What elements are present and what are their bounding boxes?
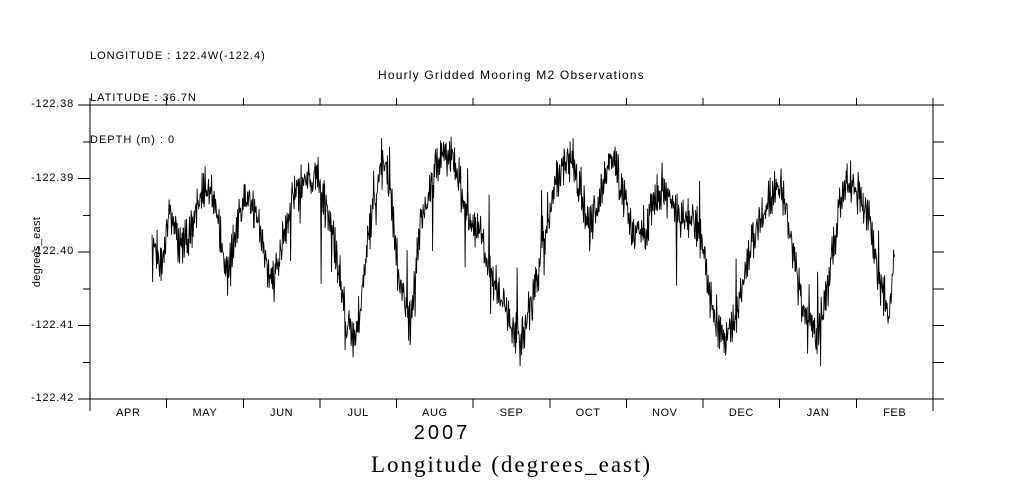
x-tick-label: AUG <box>422 407 448 419</box>
x-tick-label: JUN <box>269 407 294 419</box>
chart-title: Hourly Gridded Mooring M2 Observations <box>377 68 646 82</box>
y-tick-label: -122.40 <box>31 245 74 257</box>
y-tick-label: -122.39 <box>31 171 74 184</box>
x-tick-label: APR <box>116 407 141 419</box>
x-axis-year-label: 2007 <box>413 422 471 444</box>
x-tick-label: NOV <box>651 407 678 419</box>
x-tick-label: MAY <box>192 407 218 419</box>
header-info: LONGITUDE : 122.4W(-122.4) LATITUDE : 36… <box>90 21 266 175</box>
y-tick-label: -122.41 <box>31 318 74 331</box>
x-ticks <box>89 98 934 411</box>
plot-frame <box>89 104 934 400</box>
x-tick-label: JAN <box>806 407 830 419</box>
x-tick-label: SEP <box>499 407 524 419</box>
data-series-line <box>151 136 896 367</box>
x-tick-label: DEC <box>728 407 754 419</box>
figure-caption: Longitude (degrees_east) <box>370 452 653 477</box>
info-depth: DEPTH (m) : 0 <box>90 134 176 146</box>
y-ticks <box>78 104 944 400</box>
x-tick-label: FEB <box>883 407 907 419</box>
x-tick-label: OCT <box>575 407 601 419</box>
info-latitude: LATITUDE : 36.7N <box>90 92 197 104</box>
x-tick-label: JUL <box>347 407 369 419</box>
y-axis-label: degrees_east <box>31 216 43 288</box>
y-tick-label: -122.38 <box>31 98 74 110</box>
info-longitude: LONGITUDE : 122.4W(-122.4) <box>90 50 266 62</box>
y-tick-label: -122.42 <box>31 392 74 404</box>
